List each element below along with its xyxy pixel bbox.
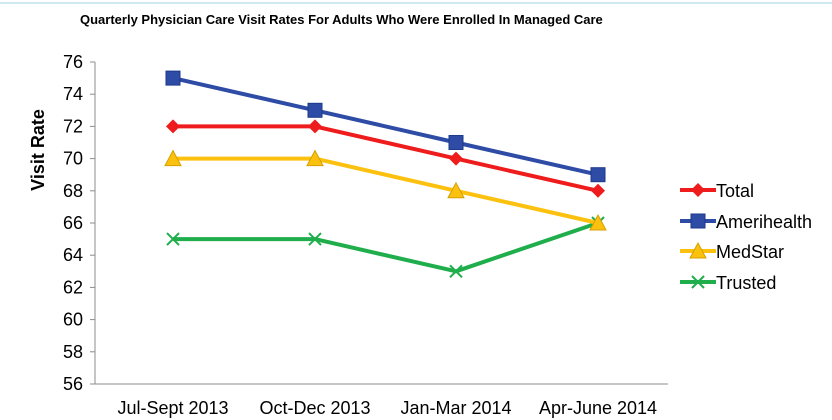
legend-label: Trusted (716, 273, 776, 293)
x-tick-label: Oct-Dec 2013 (259, 398, 370, 418)
series-total (166, 119, 605, 198)
y-tick-label: 60 (63, 310, 83, 330)
legend-label: MedStar (716, 242, 784, 262)
data-point (590, 167, 606, 183)
data-point (308, 232, 322, 246)
legend-marker (690, 213, 706, 229)
y-tick-label: 68 (63, 181, 83, 201)
legend-item-total: Total (680, 181, 754, 201)
data-point (447, 181, 465, 199)
series-medstar (164, 149, 607, 231)
chart-title: Quarterly Physician Care Visit Rates For… (80, 12, 603, 27)
legend-label: Total (716, 181, 754, 201)
y-axis-label: Visit Rate (28, 109, 48, 191)
data-point (308, 119, 322, 134)
series-line (172, 76, 599, 177)
y-tick-label: 70 (63, 149, 83, 169)
legend-label: Amerihealth (716, 212, 812, 232)
axes (90, 61, 668, 385)
data-point (307, 102, 323, 118)
y-tick-label: 62 (63, 277, 83, 297)
series-trusted (166, 216, 605, 279)
data-point (306, 149, 324, 167)
legend-item-amerihealth: Amerihealth (680, 212, 812, 232)
y-tick-labels: 56 58 60 62 64 66 68 70 72 74 76 (63, 52, 83, 394)
legend-marker (691, 183, 705, 197)
legend: Total Amerihealth MedStar Trusted (680, 181, 812, 293)
series-lines (164, 70, 607, 279)
data-point (166, 119, 180, 134)
data-point (165, 70, 181, 86)
legend-marker (691, 275, 705, 289)
y-tick-label: 64 (63, 245, 83, 265)
y-tick-label: 58 (63, 342, 83, 362)
legend-item-trusted: Trusted (680, 273, 776, 293)
y-tick-label: 66 (63, 213, 83, 233)
data-point (591, 183, 605, 198)
series-line (173, 221, 599, 274)
data-point (448, 135, 464, 150)
data-point (449, 264, 463, 279)
x-tick-label: Jan-Mar 2014 (400, 398, 511, 418)
data-point (166, 232, 180, 246)
data-point (449, 151, 463, 166)
legend-marker (689, 241, 707, 259)
series-line (173, 156, 599, 225)
x-tick-labels: Jul-Sept 2013 Oct-Dec 2013 Jan-Mar 2014 Apr… (117, 398, 657, 418)
series-amerihealth (165, 70, 606, 183)
x-tick-label: Apr-June 2014 (539, 398, 657, 418)
y-tick-label: 56 (63, 374, 83, 394)
x-tick-label: Jul-Sept 2013 (117, 398, 228, 418)
data-point (164, 149, 182, 167)
legend-item-medstar: MedStar (680, 241, 784, 262)
data-point (589, 213, 607, 231)
y-tick-label: 76 (63, 52, 83, 72)
y-tick-label: 74 (63, 84, 83, 104)
y-tick-label: 72 (63, 116, 83, 136)
series-line (173, 124, 599, 193)
